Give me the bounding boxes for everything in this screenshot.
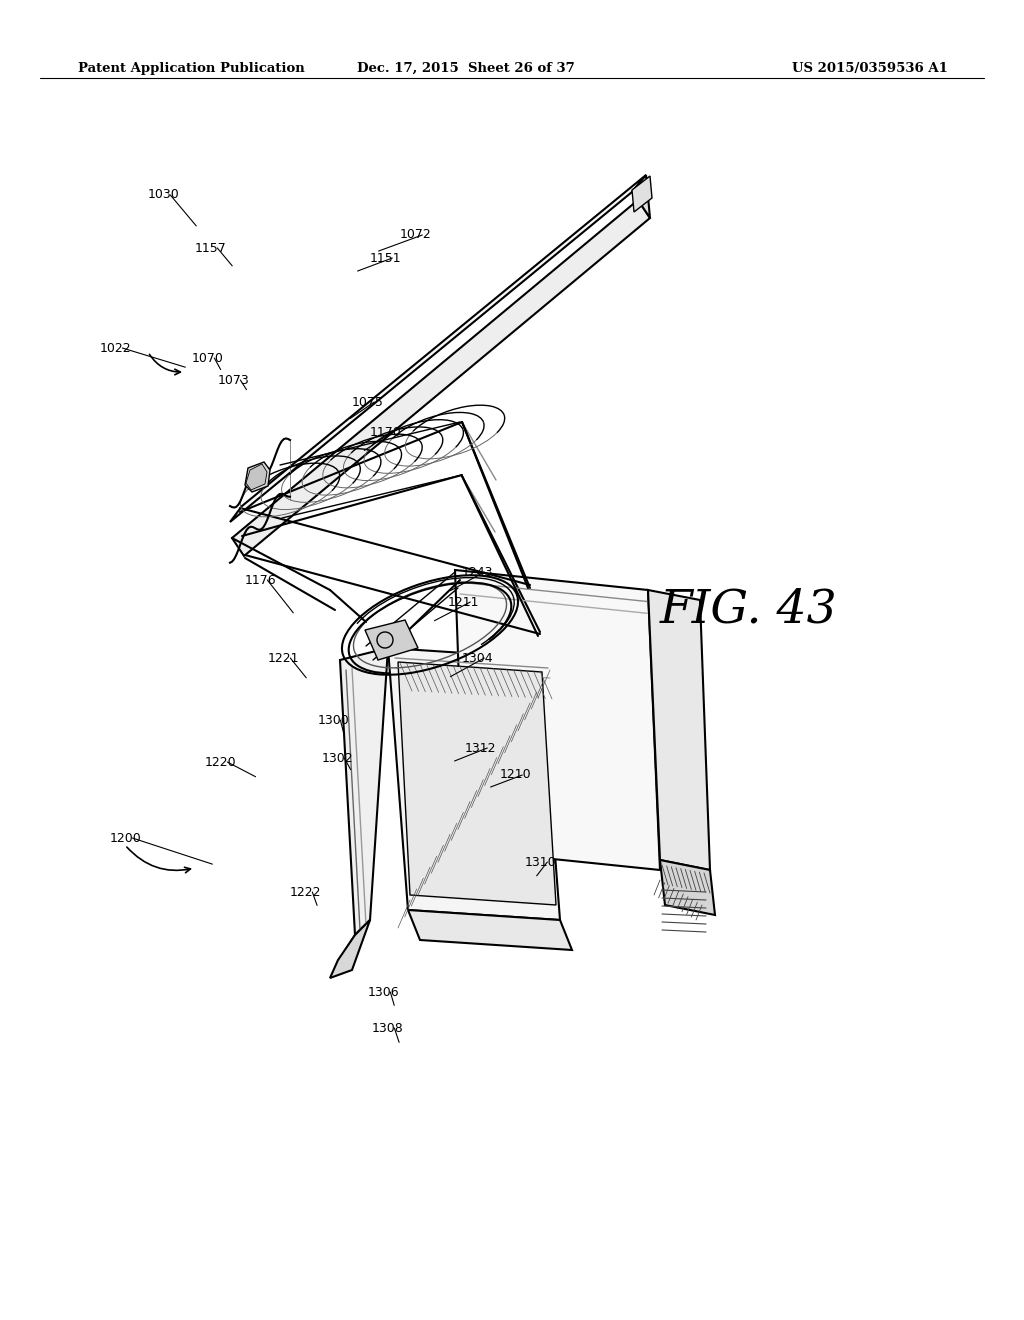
Text: 1308: 1308 [372,1022,403,1035]
Polygon shape [330,920,370,978]
Text: 1243: 1243 [462,565,494,578]
Text: FIG. 43: FIG. 43 [660,587,838,632]
Text: US 2015/0359536 A1: US 2015/0359536 A1 [793,62,948,75]
Text: 1221: 1221 [268,652,299,664]
Text: 1200: 1200 [110,832,141,845]
Text: 1176: 1176 [245,573,276,586]
Text: 1072: 1072 [400,228,432,242]
Polygon shape [245,462,270,492]
Polygon shape [338,920,370,962]
Text: 1312: 1312 [465,742,497,755]
Text: 1306: 1306 [368,986,399,998]
Text: Dec. 17, 2015  Sheet 26 of 37: Dec. 17, 2015 Sheet 26 of 37 [357,62,574,75]
Polygon shape [365,620,418,660]
Polygon shape [398,663,556,906]
Polygon shape [388,648,560,920]
Polygon shape [632,176,652,213]
Text: 1075: 1075 [352,396,384,408]
Text: Patent Application Publication: Patent Application Publication [78,62,305,75]
Text: 1211: 1211 [449,595,479,609]
Polygon shape [232,201,650,556]
Polygon shape [408,909,572,950]
Polygon shape [455,570,660,870]
Text: 1157: 1157 [195,242,226,255]
Text: 1310: 1310 [525,855,557,869]
Text: 1222: 1222 [290,886,322,899]
Text: 1073: 1073 [218,374,250,387]
Polygon shape [230,176,646,521]
Polygon shape [632,176,650,218]
Text: 1302: 1302 [322,751,353,764]
Text: 1151: 1151 [370,252,401,264]
Polygon shape [246,465,267,490]
Text: 1030: 1030 [148,189,180,202]
Text: 1022: 1022 [100,342,132,355]
Text: 1070: 1070 [193,351,224,364]
Polygon shape [660,861,715,915]
Polygon shape [648,590,710,870]
Text: 1300: 1300 [318,714,350,726]
Text: 1220: 1220 [205,755,237,768]
Text: 1170: 1170 [370,425,401,438]
Polygon shape [340,648,388,935]
Text: 1304: 1304 [462,652,494,664]
Text: 1210: 1210 [500,768,531,781]
